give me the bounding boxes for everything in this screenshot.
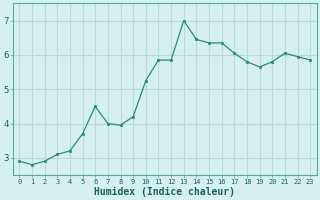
X-axis label: Humidex (Indice chaleur): Humidex (Indice chaleur) bbox=[94, 186, 235, 197]
